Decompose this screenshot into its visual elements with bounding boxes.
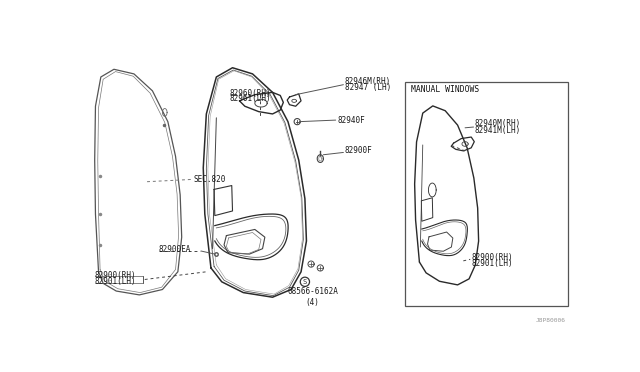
Text: 82900FA: 82900FA	[159, 245, 191, 254]
Text: 82900F: 82900F	[345, 147, 372, 155]
Text: 82960(RH): 82960(RH)	[230, 89, 271, 97]
Text: 08566-6162A
(4): 08566-6162A (4)	[287, 287, 338, 307]
Text: MANUAL WINDOWS: MANUAL WINDOWS	[411, 85, 479, 94]
Text: SEC.820: SEC.820	[193, 175, 226, 184]
Text: 82940F: 82940F	[337, 116, 365, 125]
Bar	[405, 81, 568, 307]
Text: 82941M(LH): 82941M(LH)	[474, 126, 520, 135]
Text: 82901(LH): 82901(LH)	[95, 277, 136, 286]
Text: 82940M(RH): 82940M(RH)	[474, 119, 520, 128]
Text: 82961(LH): 82961(LH)	[230, 94, 271, 103]
Text: 82946M(RH): 82946M(RH)	[345, 77, 391, 86]
Text: 82900(RH): 82900(RH)	[95, 271, 136, 280]
Text: 82947 (LH): 82947 (LH)	[345, 83, 391, 92]
Text: 82900(RH): 82900(RH)	[471, 253, 513, 262]
Text: J8P80006: J8P80006	[536, 318, 566, 323]
Text: 82901(LH): 82901(LH)	[471, 259, 513, 268]
Text: S: S	[303, 279, 307, 285]
